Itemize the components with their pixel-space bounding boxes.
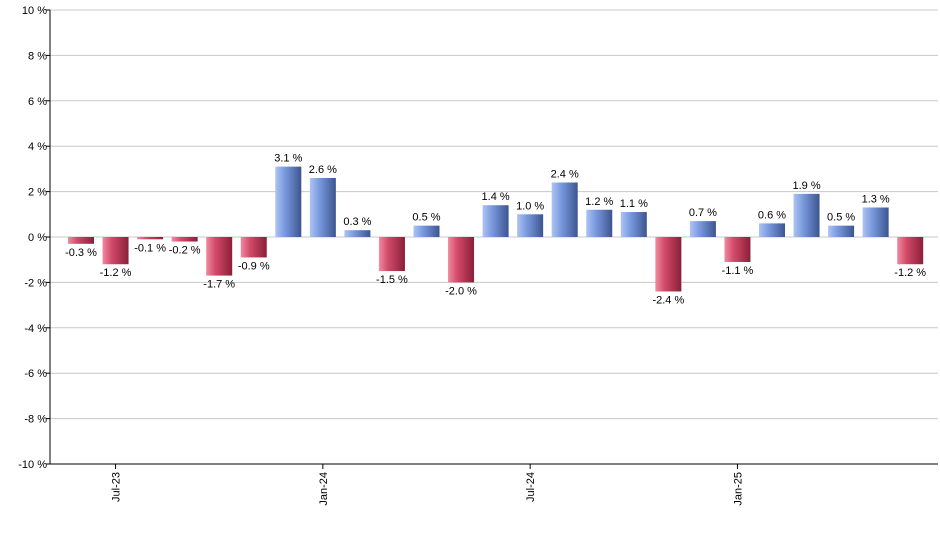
data-label: -1.7 % [203, 279, 235, 291]
bar-Oct-24 [620, 212, 647, 237]
bar-May-24 [448, 237, 475, 283]
data-label: -0.1 % [134, 242, 166, 254]
bar-Apr-24 [413, 225, 440, 237]
y-tick-label: -8 % [24, 414, 47, 426]
bar-Feb-24 [344, 230, 371, 237]
data-label: 1.3 % [862, 193, 890, 205]
bar-Sep-23 [171, 237, 198, 242]
bar-Sep-24 [586, 209, 613, 237]
bar-Nov-24 [655, 237, 682, 292]
bar-Dec-23 [275, 166, 302, 237]
x-tick-label: Jul-23 [111, 472, 123, 502]
data-label: -1.2 % [894, 267, 926, 279]
y-tick-label: -6 % [24, 368, 47, 380]
y-tick-label: 4 % [28, 141, 47, 153]
data-labels: -0.3 %-1.2 %-0.1 % -0.2 %-1.7 %-0.9 %3.1 … [65, 153, 926, 307]
bars [68, 166, 924, 292]
bar-Jun-25 [897, 237, 924, 265]
data-label: -0.2 % [169, 245, 201, 257]
data-label: -1.5 % [376, 274, 408, 286]
bar-Aug-23 [137, 237, 164, 240]
bar-Nov-23 [240, 237, 267, 258]
y-tick-label: -2 % [24, 277, 47, 289]
bar-Mar-24 [378, 237, 405, 272]
data-label: -1.2 % [100, 267, 132, 279]
data-label: -2.4 % [652, 294, 684, 306]
data-label: 1.0 % [516, 200, 544, 212]
axes: 10 % 8 % 6 % 4 % 2 % 0 % -2 % -4 % -6 % -8 % -10 %… [18, 5, 938, 506]
y-tick-label: 0 % [28, 232, 47, 244]
bar-Jul-23 [102, 237, 129, 265]
bar-Mar-25 [793, 193, 820, 237]
bar-Dec-24 [689, 221, 716, 237]
data-label: -0.9 % [238, 260, 270, 272]
bar-Jan-25 [724, 237, 751, 262]
bar-Jan-24 [309, 177, 336, 237]
data-label: 0.3 % [343, 216, 371, 228]
data-label: 1.9 % [792, 180, 820, 192]
x-tick-label: Jan-24 [318, 472, 330, 506]
y-tick-label: 6 % [28, 96, 47, 108]
data-label: -2.0 % [445, 285, 477, 297]
bar-Jun-23 [68, 237, 94, 244]
bar-Feb-25 [759, 223, 785, 237]
bar-Jun-24 [482, 205, 509, 237]
data-label: 1.4 % [482, 191, 510, 203]
y-tick-label: -10 % [18, 459, 47, 471]
data-label: 2.6 % [309, 164, 337, 176]
y-tick-label: 10 % [22, 5, 47, 17]
y-tick-label: 8 % [28, 50, 47, 62]
bar-Jul-24 [517, 214, 544, 237]
data-label: 0.7 % [689, 207, 717, 219]
data-label: 0.5 % [827, 212, 855, 224]
data-label: 1.1 % [620, 198, 648, 210]
data-label: 0.6 % [758, 209, 786, 221]
x-tick-label: Jan-25 [732, 472, 744, 506]
y-tick-label: 2 % [28, 187, 47, 199]
y-tick-label: -4 % [24, 323, 47, 335]
data-label: -1.1 % [722, 265, 754, 277]
data-label: 1.2 % [585, 196, 613, 208]
x-tick-label: Jul-24 [525, 472, 537, 502]
bar-Apr-25 [828, 225, 855, 237]
data-label: -0.3 % [65, 247, 97, 259]
bar-Oct-23 [206, 237, 233, 276]
data-label: 2.4 % [551, 169, 579, 181]
bar-May-25 [862, 207, 889, 237]
data-label: 0.5 % [412, 212, 440, 224]
data-label: 3.1 % [274, 153, 302, 165]
bar-Aug-24 [551, 182, 578, 237]
